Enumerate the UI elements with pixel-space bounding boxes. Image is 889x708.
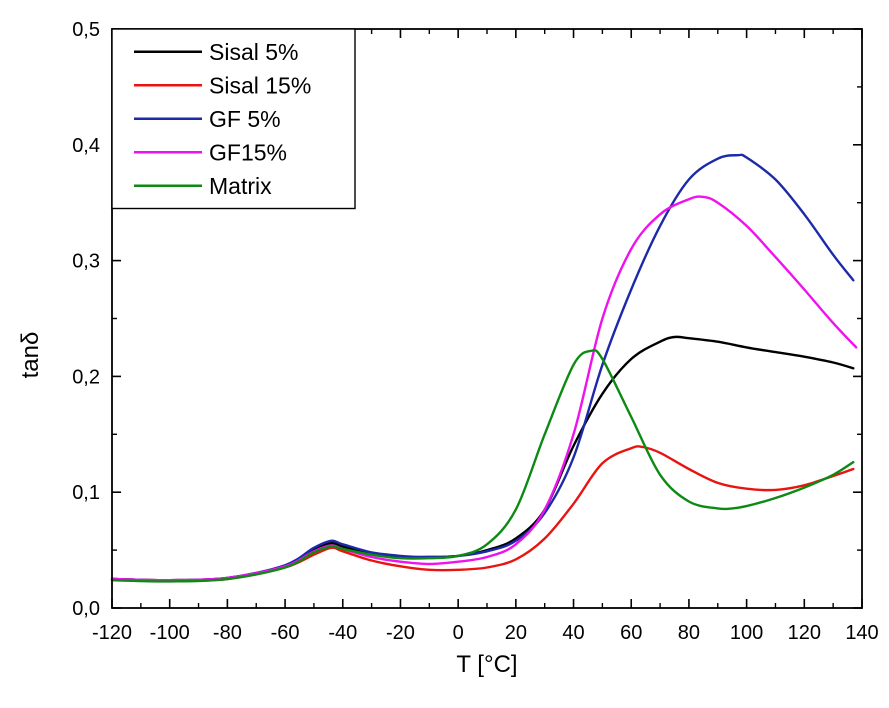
x-axis-label: T [°C] xyxy=(456,651,517,678)
x-tick-label: -60 xyxy=(271,622,300,644)
series-line-sisal-15 xyxy=(112,446,853,580)
x-tick-label: 20 xyxy=(505,622,527,644)
x-tick-label: -100 xyxy=(150,622,190,644)
y-tick-label: 0,2 xyxy=(72,366,100,388)
x-tick-label: -40 xyxy=(328,622,357,644)
plot-lines xyxy=(112,155,856,582)
y-tick-label: 0,1 xyxy=(72,482,100,504)
x-tick-label: 140 xyxy=(845,622,878,644)
y-axis-label: tanδ xyxy=(17,332,44,379)
y-tick-label: 0,4 xyxy=(72,135,100,157)
y-axis-title: tanδ xyxy=(17,332,44,379)
series-line-gf-5 xyxy=(112,155,853,580)
series-line-matrix xyxy=(112,350,853,581)
x-tick-label: 60 xyxy=(620,622,642,644)
legend-label-matrix: Matrix xyxy=(209,173,272,199)
series-line-gf15 xyxy=(112,197,856,581)
x-tick-label: -20 xyxy=(386,622,415,644)
y-tick-label: 0,3 xyxy=(72,251,100,273)
x-tick-label: -120 xyxy=(92,622,132,644)
legend-label-sisal-15: Sisal 15% xyxy=(209,72,311,98)
x-tick-label: 80 xyxy=(678,622,700,644)
y-tick-label: 0,0 xyxy=(72,598,100,620)
x-tick-label: 120 xyxy=(788,622,821,644)
legend: Sisal 5% Sisal 15% GF 5% GF15% Matrix xyxy=(112,29,355,209)
x-tick-label: 40 xyxy=(562,622,584,644)
x-tick-label: 100 xyxy=(730,622,763,644)
series-line-sisal-5 xyxy=(112,337,853,580)
legend-label-gf15: GF15% xyxy=(209,139,287,165)
legend-label-gf-5: GF 5% xyxy=(209,106,281,132)
y-tick-label: 0,5 xyxy=(72,19,100,41)
x-tick-label: -80 xyxy=(213,622,242,644)
legend-label-sisal-5: Sisal 5% xyxy=(209,39,298,65)
x-tick-label: 0 xyxy=(453,622,464,644)
